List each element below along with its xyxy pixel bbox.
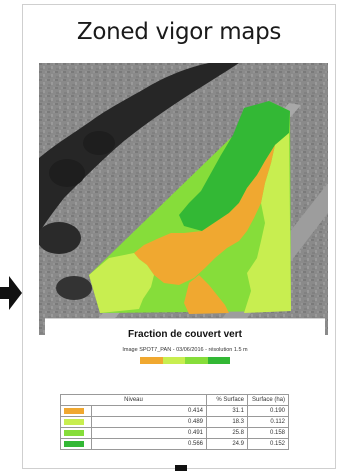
vigor-map-card: Zoned vigor maps <box>22 4 336 469</box>
table-row: 0.566 24.9 0.152 <box>60 438 289 450</box>
col-surface-ha-header: Surface (ha) <box>247 394 289 406</box>
ramp-swatch <box>207 357 230 364</box>
cell-surface: 0.158 <box>247 427 289 439</box>
cell-pct: 31.1 <box>206 405 248 417</box>
cell-surface: 0.112 <box>247 416 289 428</box>
level-swatch <box>64 408 84 414</box>
legend-subtitle: Image SPOT7_PAN - 03/06/2016 - résolutio… <box>122 347 248 353</box>
cell-niveau: 0.566 <box>91 438 207 450</box>
map-legend: Fraction de couvert vert Image SPOT7_PAN… <box>45 318 325 465</box>
color-ramp <box>140 357 230 364</box>
bottom-marker <box>175 465 187 471</box>
table-row: 0.489 18.3 0.112 <box>60 416 289 428</box>
cell-pct: 18.3 <box>206 416 248 428</box>
table-row: 0.491 25.8 0.158 <box>60 427 289 439</box>
cell-niveau: 0.414 <box>91 405 207 417</box>
level-swatch <box>64 419 84 425</box>
table-row: 0.414 31.1 0.190 <box>60 405 289 417</box>
col-niveau-header: Niveau <box>60 394 207 406</box>
ramp-swatch <box>140 357 163 364</box>
table-header-row: Niveau % Surface Surface (ha) <box>60 394 289 406</box>
cell-surface: 0.152 <box>247 438 289 450</box>
aerial-vigor-map <box>39 63 328 335</box>
cell-pct: 24.9 <box>206 438 248 450</box>
ramp-swatch <box>162 357 185 364</box>
cell-niveau: 0.491 <box>91 427 207 439</box>
col-pct-surface-header: % Surface <box>206 394 248 406</box>
page-title: Zoned vigor maps <box>76 19 282 45</box>
ramp-swatch <box>185 357 208 364</box>
level-swatch <box>64 430 84 436</box>
cell-niveau: 0.489 <box>91 416 207 428</box>
cell-pct: 25.8 <box>206 427 248 439</box>
legend-title: Fraction de couvert vert <box>128 329 242 340</box>
level-swatch <box>64 441 84 447</box>
surface-table: Niveau % Surface Surface (ha) 0.414 31.1… <box>60 394 289 450</box>
cell-surface: 0.190 <box>247 405 289 417</box>
arrow-right-icon <box>0 276 22 310</box>
